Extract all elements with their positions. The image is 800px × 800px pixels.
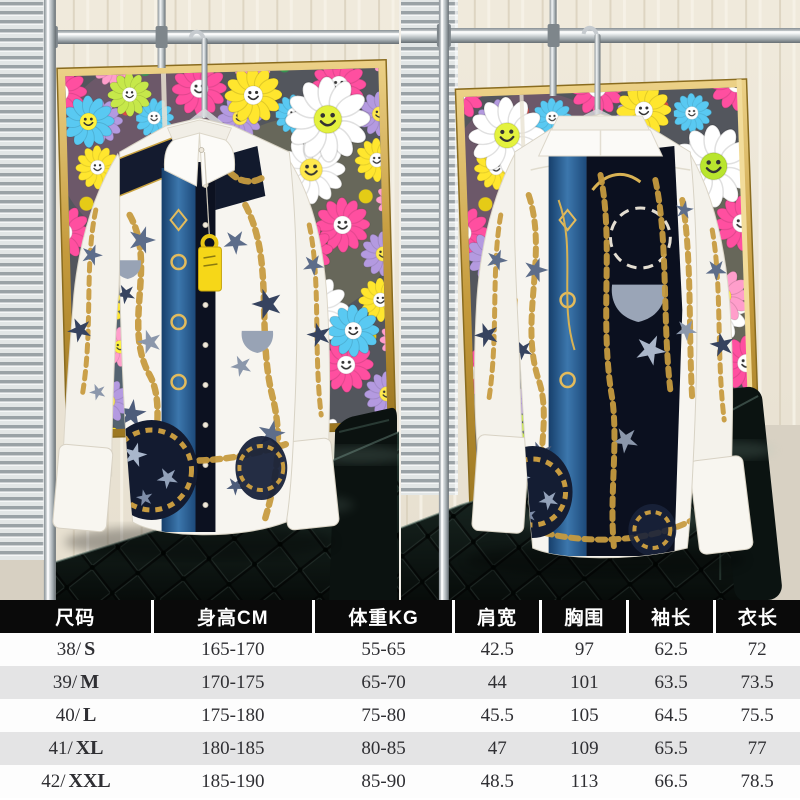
cell-length: 73.5 [714, 666, 800, 699]
cell-chest: 113 [540, 765, 628, 798]
cell-sleeve: 62.5 [627, 633, 715, 666]
price-tag [198, 151, 222, 292]
photo-divider [399, 0, 401, 600]
cell-height: 175-180 [152, 699, 314, 732]
cell-weight: 80-85 [313, 732, 454, 765]
table-row: 40/L 175-180 75-80 45.5 105 64.5 75.5 [0, 699, 800, 732]
rack-upright-rear [549, 0, 557, 96]
shirt-front [52, 117, 340, 536]
cuff [52, 443, 114, 533]
product-photo-front [0, 0, 399, 600]
cell-chest: 109 [540, 732, 628, 765]
cuff [689, 455, 754, 555]
window-blinds [0, 0, 46, 560]
cell-size: 39/M [0, 666, 152, 699]
cell-size: 42/XXL [0, 765, 152, 798]
cell-sleeve: 63.5 [627, 666, 715, 699]
cell-chest: 105 [540, 699, 628, 732]
cell-chest: 101 [540, 666, 628, 699]
cell-sleeve: 65.5 [627, 732, 715, 765]
cell-weight: 75-80 [313, 699, 454, 732]
cell-length: 75.5 [714, 699, 800, 732]
cell-weight: 55-65 [313, 633, 454, 666]
clothes-rack-pole [438, 0, 449, 600]
product-photos [0, 0, 800, 600]
cell-size: 40/L [0, 699, 152, 732]
cell-weight: 65-70 [313, 666, 454, 699]
window-blinds [401, 0, 458, 495]
table-row: 41/XL 180-185 80-85 47 109 65.5 77 [0, 732, 800, 765]
cell-height: 165-170 [152, 633, 314, 666]
cell-shoulder: 45.5 [453, 699, 541, 732]
cell-size: 41/XL [0, 732, 152, 765]
cuff [471, 434, 530, 534]
col-header-size: 尺码 [0, 600, 154, 633]
table-row: 39/M 170-175 65-70 44 101 63.5 73.5 [0, 666, 800, 699]
cell-length: 77 [714, 732, 800, 765]
cell-shoulder: 47 [453, 732, 541, 765]
cell-size: 38/S [0, 633, 152, 666]
col-header-shoulder: 肩宽 [453, 600, 543, 633]
col-header-sleeve: 袖长 [627, 600, 716, 633]
cell-shoulder: 42.5 [453, 633, 541, 666]
cell-shoulder: 44 [453, 666, 541, 699]
cell-height: 185-190 [152, 765, 314, 798]
header-row: 尺码 身高CM 体重KG 肩宽 胸围 袖长 衣长 [0, 600, 800, 633]
cell-sleeve: 64.5 [627, 699, 715, 732]
shirt-back [471, 113, 754, 559]
cell-chest: 97 [540, 633, 628, 666]
table-row: 38/S 165-170 55-65 42.5 97 62.5 72 [0, 633, 800, 666]
clothes-rack-pole [43, 0, 56, 600]
cell-length: 72 [714, 633, 800, 666]
size-chart: 尺码 身高CM 体重KG 肩宽 胸围 袖长 衣长 38/S 165-170 55… [0, 600, 800, 800]
col-header-chest: 胸围 [540, 600, 630, 633]
cell-height: 180-185 [152, 732, 314, 765]
product-photo-back [401, 0, 800, 600]
floor [0, 558, 46, 600]
table-row: 42/XXL 185-190 85-90 48.5 113 66.5 78.5 [0, 765, 800, 798]
cell-shoulder: 48.5 [453, 765, 541, 798]
size-table: 尺码 身高CM 体重KG 肩宽 胸围 袖长 衣长 38/S 165-170 55… [0, 600, 800, 798]
col-header-length: 衣长 [714, 600, 800, 633]
cell-weight: 85-90 [313, 765, 454, 798]
cell-height: 170-175 [152, 666, 314, 699]
cell-sleeve: 66.5 [627, 765, 715, 798]
col-header-height: 身高CM [152, 600, 316, 633]
col-header-weight: 体重KG [313, 600, 456, 633]
cell-length: 78.5 [714, 765, 800, 798]
